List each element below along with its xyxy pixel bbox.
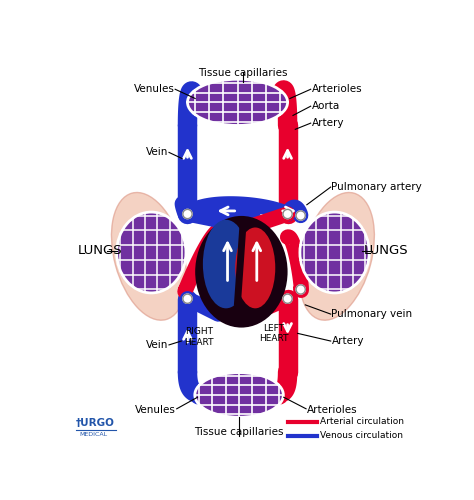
Circle shape: [283, 210, 292, 218]
Text: Pulmonary vein: Pulmonary vein: [331, 309, 412, 319]
Ellipse shape: [203, 220, 249, 308]
Text: Vein: Vein: [146, 340, 168, 350]
Text: MEDICAL: MEDICAL: [80, 432, 108, 436]
Text: LUNGS: LUNGS: [364, 244, 409, 258]
Ellipse shape: [117, 212, 186, 293]
Text: Tissue capillaries: Tissue capillaries: [194, 428, 284, 438]
Text: LUNGS: LUNGS: [77, 244, 122, 258]
Text: Aorta: Aorta: [311, 101, 340, 111]
Circle shape: [183, 210, 192, 218]
Ellipse shape: [195, 216, 288, 328]
Text: Vein: Vein: [146, 148, 168, 158]
Circle shape: [296, 285, 305, 294]
Text: †URGO: †URGO: [76, 418, 115, 428]
Text: LEFT
HEART: LEFT HEART: [259, 324, 289, 343]
Text: Artery: Artery: [311, 118, 344, 128]
Circle shape: [296, 211, 305, 220]
Ellipse shape: [195, 372, 283, 418]
Text: Artery: Artery: [331, 336, 364, 346]
Ellipse shape: [188, 79, 288, 126]
Text: Venous circulation: Venous circulation: [320, 432, 403, 440]
Text: Arterial circulation: Arterial circulation: [320, 418, 404, 426]
Text: Arterioles: Arterioles: [307, 406, 357, 415]
Text: Venules: Venules: [135, 406, 176, 415]
Ellipse shape: [300, 212, 369, 293]
Text: RIGHT
HEART: RIGHT HEART: [184, 328, 214, 347]
Text: Pulmonary artery: Pulmonary artery: [331, 182, 422, 192]
Text: Arterioles: Arterioles: [311, 84, 362, 94]
Ellipse shape: [111, 192, 186, 320]
Circle shape: [183, 294, 192, 304]
Ellipse shape: [235, 228, 275, 308]
Circle shape: [283, 294, 292, 304]
Text: Venules: Venules: [134, 84, 174, 94]
Text: Tissue capillaries: Tissue capillaries: [198, 68, 288, 78]
Ellipse shape: [300, 192, 374, 320]
